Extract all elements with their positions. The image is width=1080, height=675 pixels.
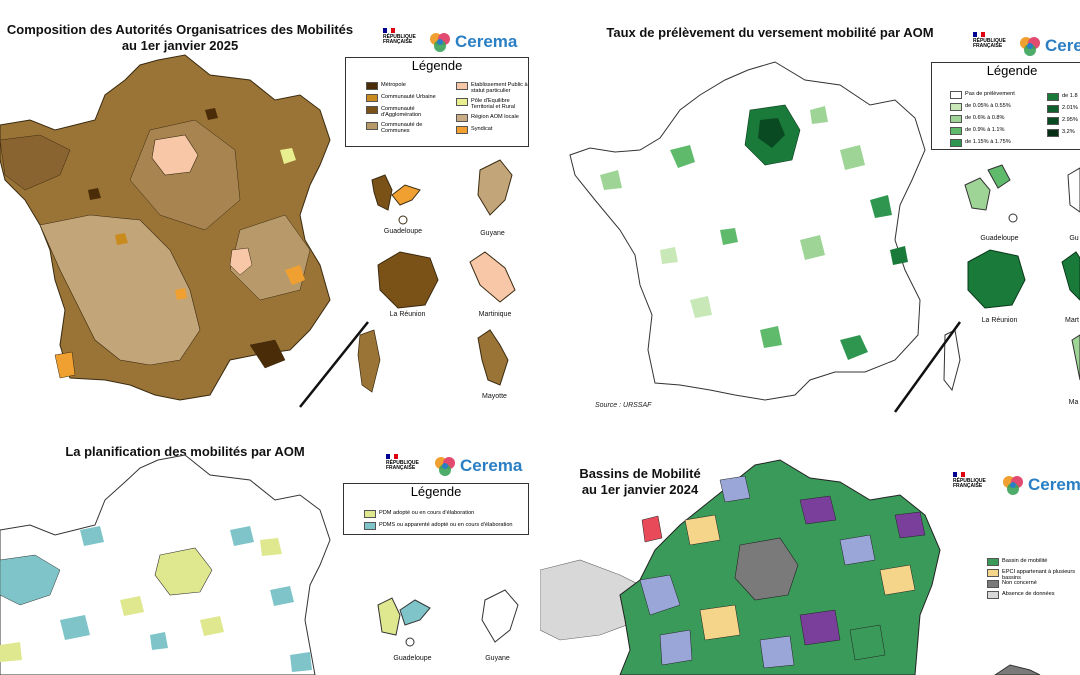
legend-item: Région AOM locale — [456, 114, 519, 122]
cerema-wordmark: Cerem — [1028, 475, 1080, 494]
legend-item: de 1.15% à 1.75% — [950, 139, 1011, 147]
legend-item: de 0.9% à 1.1% — [950, 127, 1005, 135]
republique-francaise-logo: RÉPUBLIQUE FRANÇAISE — [973, 32, 1006, 49]
cerema-logo: Cerema — [427, 30, 517, 54]
cerema-wordmark: Cerema — [455, 32, 518, 51]
legend-item: Bassin de mobilité — [987, 558, 1047, 566]
caption-martinique: Mart — [1065, 317, 1079, 324]
legend-item: PDM adopté ou en cours d'élaboration — [364, 510, 474, 518]
panel1-legend: Légende Métropole Communauté Urbaine Com… — [345, 57, 529, 147]
cerema-icon — [435, 457, 455, 476]
cerema-icon — [430, 33, 450, 52]
caption-guyane: Guyane — [485, 655, 510, 662]
panel1-title: Composition des Autorités Organisatrices… — [0, 22, 360, 54]
panel1-title-line2: au 1er janvier 2025 — [121, 38, 239, 53]
caption-guyane: Gu — [1069, 235, 1079, 242]
legend-item: 2.01% — [1047, 105, 1078, 113]
legend-item: Communauté d'Agglomération — [366, 106, 441, 118]
legend-item: Absence de données — [987, 591, 1055, 599]
cerema-wordmark: Cerema — [460, 456, 523, 475]
legend-item: Non concerné — [987, 580, 1037, 588]
caption-guadeloupe: Guadeloupe — [980, 235, 1019, 242]
caption-la-reunion: La Réunion — [981, 317, 1018, 324]
panel2-title: Taux de prélèvement du versement mobilit… — [606, 25, 934, 40]
cerema-logo: Cerem — [1000, 473, 1080, 497]
legend-item: Métropole — [366, 82, 406, 90]
caption-la-reunion: La Réunion — [389, 311, 426, 318]
panel-versement-mobilite: Taux de prélèvement du versement mobilit… — [540, 0, 1080, 420]
cerema-icon — [1020, 37, 1040, 56]
legend-item: Syndicat — [456, 126, 492, 134]
panel-bassins-mobilite: Bassins de Mobilité au 1er janvier 2024 … — [540, 420, 1080, 675]
cerema-icon — [1003, 476, 1023, 495]
caption-martinique: Martinique — [478, 311, 512, 318]
legend-item: Pôle d'Equilibre Territorial et Rural — [456, 98, 528, 110]
legend-item: 3.2% — [1047, 129, 1075, 137]
panel2-legend: Légende Pas de prélèvement de 0.05% à 0.… — [931, 62, 1080, 150]
map-france-composition — [0, 54, 381, 408]
republique-francaise-logo: RÉPUBLIQUE FRANÇAISE — [953, 472, 986, 489]
legend-item: Etablissement Public à statut particulie… — [456, 82, 528, 94]
panel4-title: Bassins de Mobilité au 1er janvier 2024 — [560, 466, 720, 498]
legend-item: EPCI appartenant à plusieurs bassins — [987, 569, 1080, 581]
republique-francaise-logo: RÉPUBLIQUE FRANÇAISE — [386, 454, 419, 471]
cerema-wordmark: Cere — [1045, 36, 1080, 55]
panel4-title-line1: Bassins de Mobilité — [579, 466, 701, 481]
caption-mayotte: Ma — [1068, 399, 1079, 406]
panel-aom-composition: Composition des Autorités Organisatrices… — [0, 0, 540, 420]
map-france-bassins — [540, 459, 1041, 675]
republique-francaise-logo: RÉPUBLIQUE FRANÇAISE — [383, 28, 416, 45]
source-note: Source : URSSAF — [595, 402, 652, 409]
legend-item: de 0.05% à 0.55% — [950, 103, 1011, 111]
panel3-legend: Légende PDM adopté ou en cours d'élabora… — [343, 483, 529, 535]
panel-planification: La planification des mobilités par AOM R… — [0, 420, 540, 675]
legend-item: 2.95% — [1047, 117, 1078, 125]
panel4-title-line2: au 1er janvier 2024 — [581, 482, 699, 497]
legend-item: Pas de prélèvement — [950, 91, 1015, 99]
legend-item: de 1.8 — [1047, 93, 1078, 101]
map-france-planification — [0, 454, 331, 675]
map-france-versement — [569, 61, 962, 413]
caption-mayotte: Mayotte — [482, 393, 507, 400]
cerema-logo: Cerema — [432, 454, 522, 478]
caption-guyane: Guyane — [480, 230, 505, 237]
panel4-legend: Bassin de mobilité EPCI appartenant à pl… — [982, 550, 1080, 600]
legend-item: PDMS ou apparenté adopté ou en cours d'é… — [364, 522, 513, 530]
caption-guadeloupe: Guadeloupe — [393, 655, 432, 662]
cerema-logo: Cere — [1017, 34, 1080, 58]
caption-guadeloupe: Guadeloupe — [383, 228, 423, 235]
legend-item: de 0.6% à 0.8% — [950, 115, 1005, 123]
panel3-title: La planification des mobilités par AOM — [65, 444, 305, 459]
legend-title: Légende — [986, 63, 1038, 78]
panel1-title-line1: Composition des Autorités Organisatrices… — [6, 22, 354, 37]
legend-item: Communauté Urbaine — [366, 94, 436, 102]
legend-title: Légende — [411, 58, 463, 73]
legend-item: Communauté de Communes — [366, 122, 441, 134]
legend-title: Légende — [410, 484, 462, 499]
